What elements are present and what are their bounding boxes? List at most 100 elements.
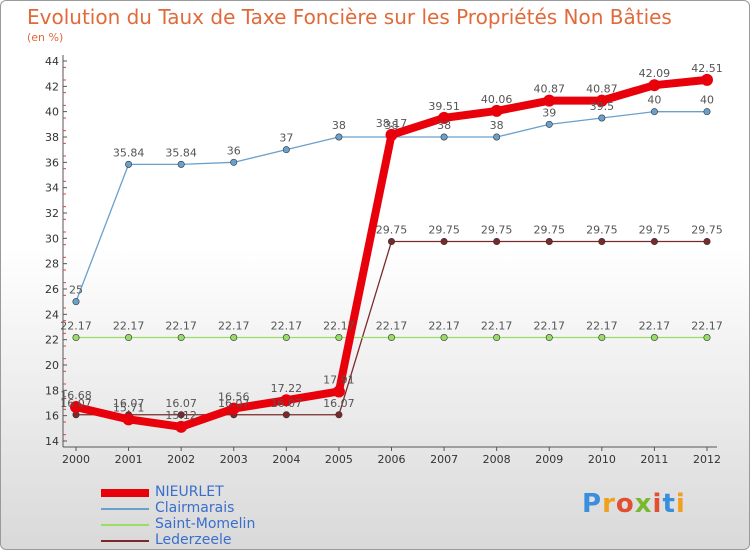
- y-tick-label: 16: [45, 410, 59, 423]
- logo-letter: r: [602, 489, 616, 519]
- data-label: 42.09: [639, 67, 671, 80]
- y-tick-label: 44: [45, 55, 59, 68]
- x-tick-label: 2009: [535, 453, 563, 466]
- data-label: 17.91: [323, 373, 355, 386]
- x-tick-label: 2006: [378, 453, 406, 466]
- x-tick-label: 2002: [167, 453, 195, 466]
- data-label: 29.75: [481, 224, 513, 237]
- logo-letter: i: [652, 489, 663, 519]
- y-tick-label: 18: [45, 384, 59, 397]
- data-label: 16.07: [271, 397, 303, 410]
- data-label: 16.68: [60, 389, 92, 402]
- data-point: [335, 334, 343, 342]
- logo-letter: o: [615, 489, 635, 519]
- data-label: 42.51: [691, 62, 723, 75]
- data-point: [177, 160, 185, 168]
- data-label: 38: [332, 119, 346, 132]
- data-label: 40.06: [481, 93, 513, 106]
- y-tick-label: 20: [45, 359, 59, 372]
- data-label: 22.17: [271, 320, 303, 333]
- legend-label: Saint-Momelin: [155, 516, 256, 532]
- x-tick-label: 2005: [325, 453, 353, 466]
- x-tick-label: 2008: [483, 453, 511, 466]
- data-label: 38: [437, 119, 451, 132]
- data-label: 25: [69, 284, 83, 297]
- data-label: 35.84: [165, 146, 197, 159]
- data-point: [387, 334, 395, 342]
- data-label: 22.17: [218, 320, 250, 333]
- data-point: [545, 238, 553, 246]
- data-point: [598, 238, 606, 246]
- x-tick-label: 2001: [115, 453, 143, 466]
- data-point: [125, 160, 133, 168]
- data-point: [598, 334, 606, 342]
- data-label: 15.71: [113, 401, 145, 414]
- y-tick-label: 40: [45, 106, 59, 119]
- data-point: [648, 79, 661, 92]
- legend-swatch: [101, 524, 149, 526]
- data-point: [440, 334, 448, 342]
- data-label: 22.17: [323, 320, 355, 333]
- logo-letter: P: [582, 489, 603, 519]
- data-point: [701, 73, 713, 86]
- data-label: 22.17: [639, 320, 671, 333]
- legend-label: Lederzeele: [155, 532, 232, 548]
- data-point: [280, 394, 293, 407]
- y-tick-label: 38: [45, 131, 59, 144]
- data-label: 40: [647, 94, 661, 107]
- data-label: 16.07: [165, 397, 197, 410]
- data-label: 38: [490, 119, 504, 132]
- data-point: [440, 238, 448, 246]
- data-point: [175, 420, 188, 433]
- data-label: 29.75: [639, 224, 671, 237]
- y-tick-label: 28: [45, 258, 59, 271]
- data-point: [440, 133, 448, 141]
- data-point: [598, 114, 606, 122]
- data-point: [438, 111, 451, 124]
- data-point: [493, 334, 501, 342]
- y-tick-label: 30: [45, 232, 59, 245]
- data-label: 22.17: [534, 320, 566, 333]
- data-point: [703, 108, 711, 116]
- data-label: 15.12: [165, 409, 197, 422]
- data-point: [282, 146, 290, 154]
- data-label: 16.07: [60, 397, 92, 410]
- data-point: [385, 128, 398, 141]
- data-point: [70, 401, 82, 414]
- legend-swatch: [101, 540, 149, 542]
- data-point: [72, 298, 80, 306]
- data-label: 22.17: [586, 320, 618, 333]
- x-tick-label: 2003: [220, 453, 248, 466]
- data-point: [227, 402, 240, 415]
- y-tick-label: 24: [45, 308, 59, 321]
- data-point: [493, 238, 501, 246]
- data-label: 29.75: [376, 224, 408, 237]
- data-label: 29.75: [691, 224, 723, 237]
- data-point: [703, 238, 711, 246]
- data-point: [543, 94, 556, 107]
- data-point: [177, 411, 185, 419]
- data-point: [650, 108, 658, 116]
- data-label: 38: [385, 119, 399, 132]
- y-tick-label: 26: [45, 283, 59, 296]
- data-point: [387, 238, 395, 246]
- data-label: 29.75: [534, 224, 566, 237]
- data-point: [282, 411, 290, 419]
- data-point: [177, 334, 185, 342]
- data-label: 35.84: [113, 146, 145, 159]
- data-label: 39: [542, 106, 556, 119]
- logo-letter: x: [634, 489, 653, 519]
- logo-letter: t: [662, 489, 676, 519]
- data-point: [230, 158, 238, 166]
- legend-swatch: [101, 489, 149, 497]
- data-label: 40.87: [586, 83, 618, 96]
- data-point: [335, 411, 343, 419]
- data-point: [125, 334, 133, 342]
- data-point: [282, 334, 290, 342]
- proxiti-logo: Proxiti: [582, 489, 686, 519]
- data-point: [72, 334, 80, 342]
- data-point: [493, 133, 501, 141]
- legend-label: Clairmarais: [155, 500, 235, 516]
- data-label: 16.07: [113, 397, 145, 410]
